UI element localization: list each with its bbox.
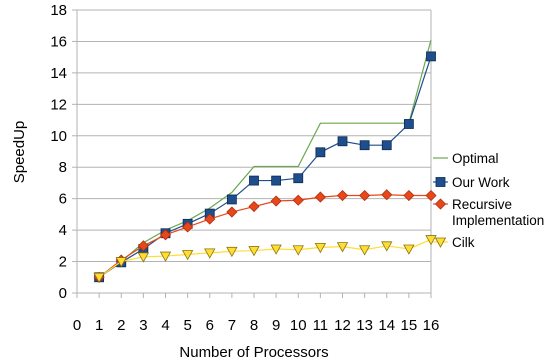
x-tick-label: 11 — [313, 317, 329, 334]
data-point-recursive-implementation — [159, 229, 172, 241]
x-tick-label: 6 — [206, 317, 214, 334]
y-tick-label: 14 — [50, 65, 67, 82]
data-point-recursive-implementation — [137, 240, 149, 252]
data-point-recursive-implementation — [403, 189, 415, 202]
data-point-recursive-implementation — [314, 191, 326, 203]
series-line-recursive-implementation — [98, 194, 431, 278]
data-point-cilk — [204, 248, 216, 259]
legend-swatch-marker-cilk — [434, 237, 447, 248]
y-tick-label: 0 — [59, 285, 67, 302]
data-point-recursive-implementation — [204, 213, 216, 225]
legend-swatch-marker-our-work — [435, 177, 446, 187]
data-point-our-work — [359, 140, 370, 151]
x-tick-label: 2 — [117, 317, 125, 334]
data-point-our-work — [249, 175, 259, 186]
data-point-our-work — [381, 140, 392, 151]
y-tick-label: 4 — [59, 222, 67, 239]
data-point-recursive-implementation — [425, 189, 437, 202]
series-line-our-work — [98, 56, 432, 278]
x-tick-label: 4 — [161, 317, 169, 334]
data-point-recursive-implementation — [292, 194, 304, 206]
data-point-cilk — [314, 243, 327, 254]
data-point-recursive-implementation — [381, 189, 393, 201]
x-tick-label: 10 — [290, 317, 307, 334]
y-tick-label: 2 — [59, 254, 67, 271]
y-tick-labels: 0 2 4 6 8 10 12 14 16 18 — [50, 2, 67, 302]
x-axis-title: Number of Processors — [179, 344, 328, 361]
data-point-recursive-implementation — [182, 221, 194, 233]
data-point-our-work — [426, 51, 436, 62]
y-tick-label: 6 — [59, 191, 67, 208]
data-point-our-work — [315, 147, 326, 158]
x-tick-label: 7 — [228, 317, 236, 334]
data-point-cilk — [226, 246, 238, 258]
x-tick-label: 12 — [334, 317, 351, 334]
legend-swatch-marker-recursive-implementation — [434, 198, 447, 210]
legend-label-cilk: Cilk — [452, 235, 475, 250]
x-tick-label: 16 — [423, 317, 440, 334]
data-point-cilk — [336, 242, 349, 253]
y-tick-label: 12 — [50, 96, 67, 113]
data-point-cilk — [381, 241, 393, 252]
y-tick-label: 16 — [50, 33, 67, 50]
data-point-cilk — [270, 244, 282, 255]
x-tick-label: 0 — [73, 317, 81, 334]
x-tick-label: 9 — [272, 317, 280, 334]
x-tick-label: 15 — [401, 317, 418, 334]
series-line-optimal — [98, 39, 432, 278]
x-tick-label: 1 — [95, 317, 103, 334]
y-axis-title: SpeedUp — [11, 121, 28, 184]
data-point-recursive-implementation — [248, 200, 260, 213]
data-point-cilk — [181, 250, 194, 261]
x-tick-label: 13 — [356, 317, 373, 334]
axes — [72, 9, 432, 298]
x-tick-labels: 0 1 2 3 4 5 6 7 8 9 10 11 12 13 14 15 16 — [73, 317, 440, 334]
legend-label-recursive-implementation: Recursive — [452, 197, 512, 212]
data-point-our-work — [403, 119, 414, 129]
x-tick-label: 14 — [378, 317, 395, 334]
data-point-cilk — [93, 272, 105, 284]
data-point-cilk — [248, 246, 260, 257]
x-tick-label: 5 — [183, 317, 191, 334]
data-point-cilk — [403, 244, 415, 255]
legend-label-our-work: Our Work — [452, 175, 510, 190]
legend-label-recursive-implementation: Implementation — [452, 213, 544, 228]
y-tick-label: 18 — [50, 2, 67, 19]
data-point-our-work — [293, 173, 304, 184]
data-point-recursive-implementation — [226, 206, 238, 218]
data-point-our-work — [337, 136, 348, 147]
data-point-recursive-implementation — [270, 195, 282, 207]
data-point-our-work — [271, 175, 282, 186]
x-tick-label: 3 — [139, 317, 147, 334]
legend-label-optimal: Optimal — [452, 151, 499, 166]
data-point-cilk — [292, 245, 304, 256]
data-point-cilk — [159, 251, 172, 262]
y-tick-label: 10 — [50, 128, 67, 145]
data-point-cilk — [425, 235, 437, 246]
y-tick-label: 8 — [59, 159, 67, 176]
data-point-cilk — [358, 245, 371, 256]
data-point-recursive-implementation — [359, 189, 371, 202]
data-point-recursive-implementation — [336, 189, 349, 202]
data-point-cilk — [115, 257, 127, 268]
series-group — [93, 39, 437, 284]
data-point-our-work — [226, 194, 237, 205]
x-tick-label: 8 — [250, 317, 258, 334]
series-line-cilk — [98, 238, 432, 278]
data-point-cilk — [137, 252, 150, 263]
